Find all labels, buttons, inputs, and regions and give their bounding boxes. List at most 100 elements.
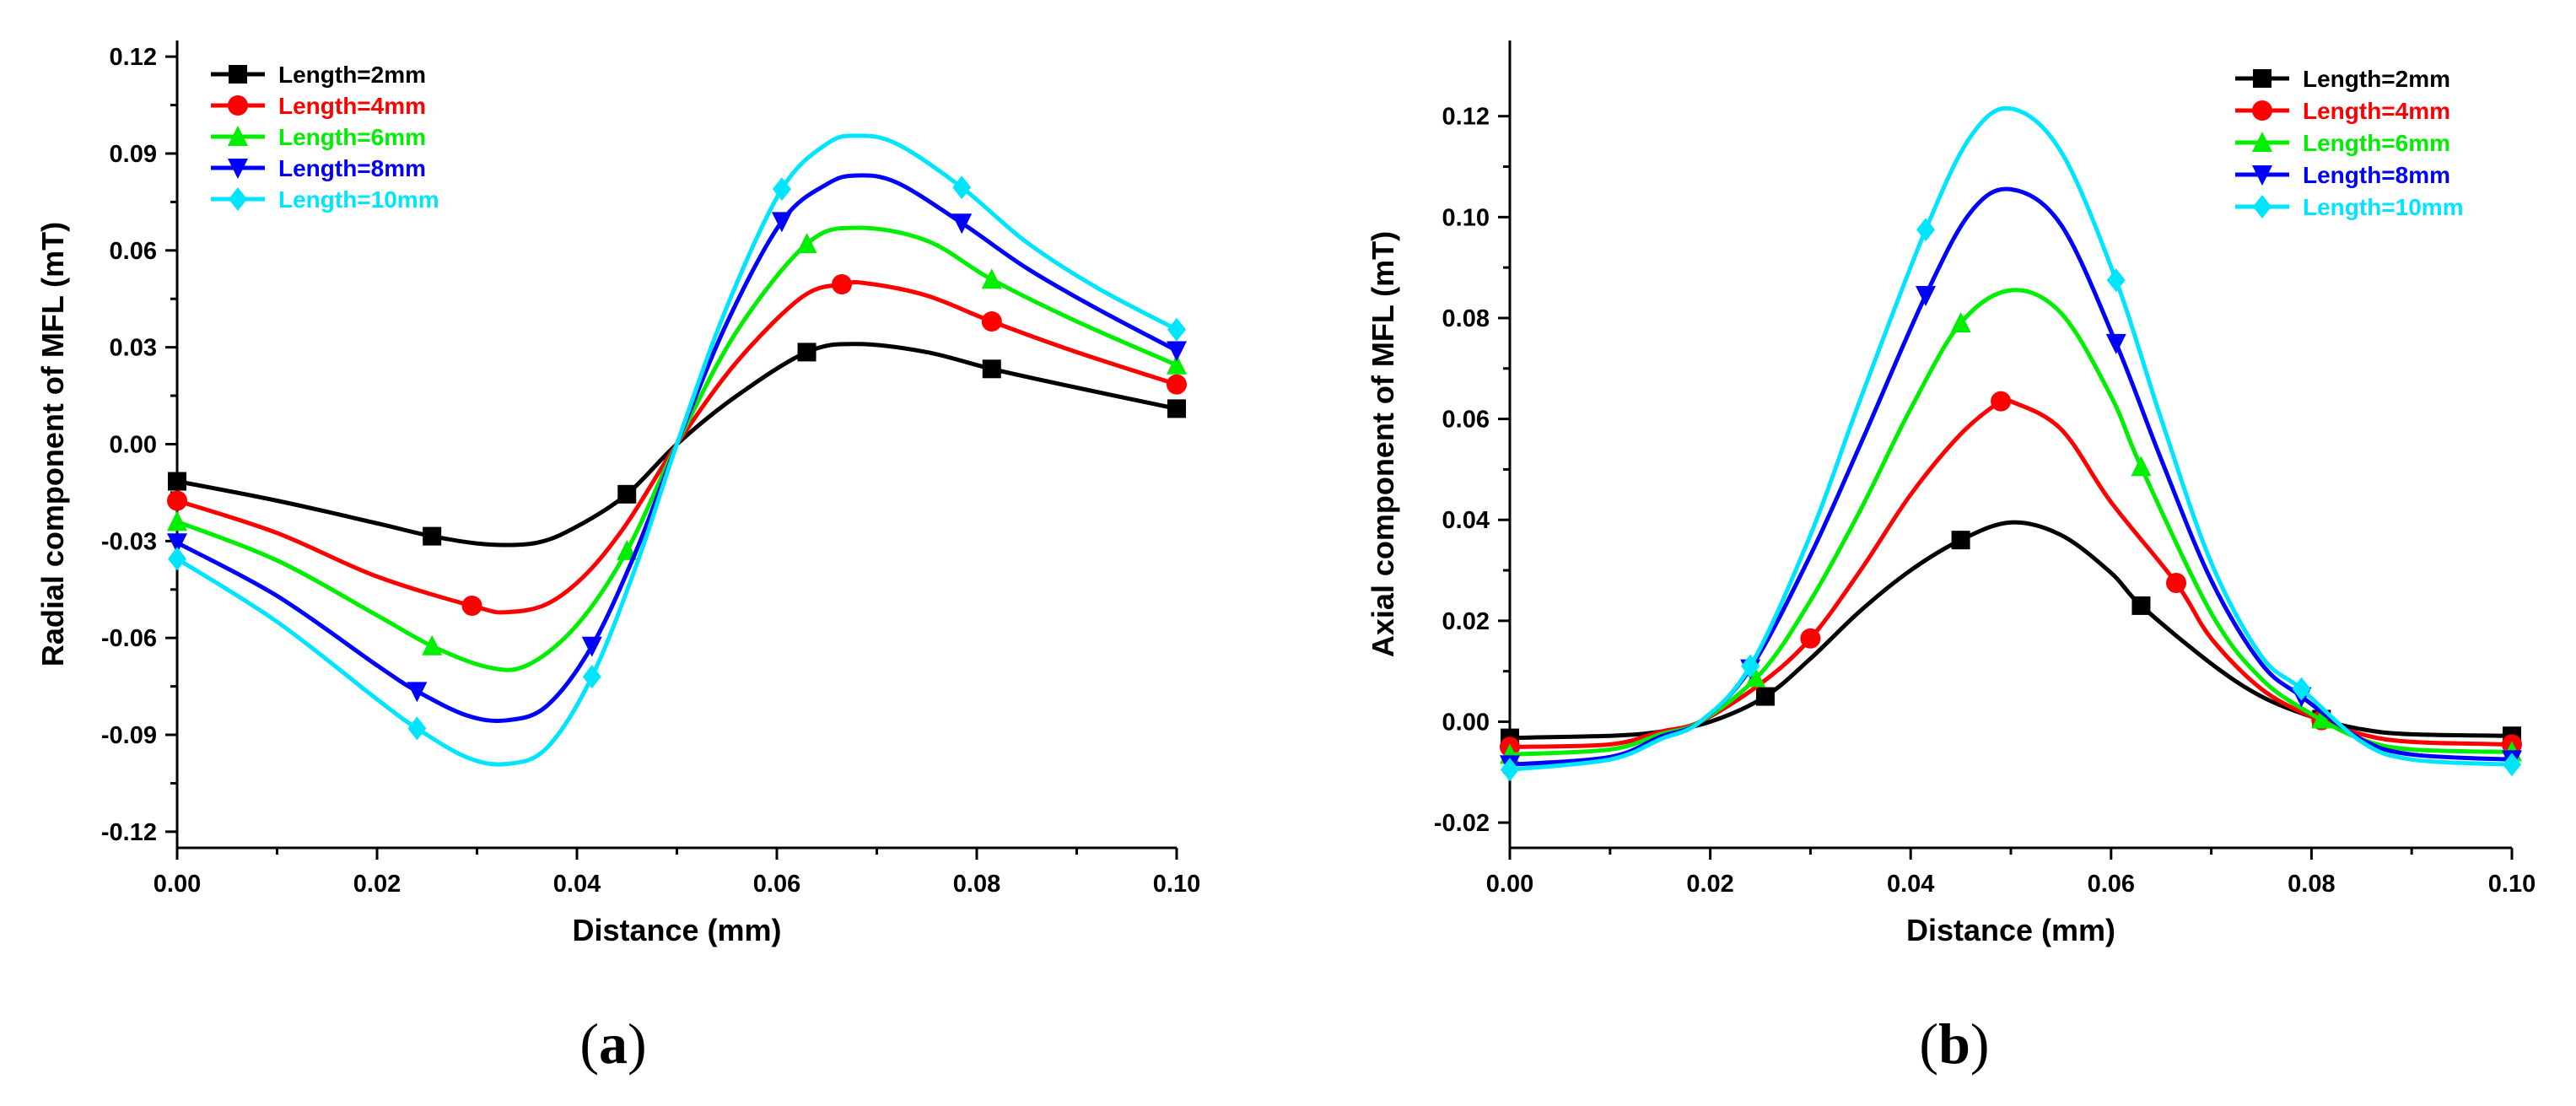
y-tick-label: 0.03 (110, 335, 157, 362)
data-point (981, 311, 1002, 332)
data-point (1951, 531, 1970, 550)
x-tick-label: 0.06 (2088, 871, 2135, 898)
legend-label: Length=10mm (278, 186, 439, 213)
data-point (797, 343, 816, 362)
x-tick-label: 0.02 (1686, 871, 1733, 898)
legend-marker (2252, 132, 2272, 152)
data-point (2292, 677, 2311, 701)
legend-marker (229, 65, 247, 84)
legend-marker (228, 159, 248, 179)
series-length-10mm (1501, 105, 2521, 782)
y-tick-label: -0.09 (101, 722, 157, 749)
data-point (2131, 456, 2152, 477)
data-point (168, 472, 186, 491)
data-point (1167, 341, 1187, 362)
data-point (772, 177, 791, 202)
x-tick-label: 0.00 (1486, 871, 1533, 898)
data-point (952, 175, 972, 200)
data-point (2311, 708, 2332, 729)
series-length-8mm (1500, 186, 2522, 776)
series-line (1507, 186, 2514, 767)
data-point (581, 636, 602, 657)
legend-label: Length=8mm (278, 155, 426, 181)
legend: Length=2mm Length=4mm Length=6mm Length=8mm… (2235, 66, 2464, 220)
data-point (1745, 666, 1766, 688)
x-tick-label: 0.10 (1153, 871, 1200, 898)
legend-marker (2253, 195, 2272, 219)
data-point (423, 526, 442, 546)
y-axis-title: Axial component of MFL (mT) (1366, 231, 1400, 657)
data-point (2106, 268, 2126, 293)
data-point (617, 539, 638, 560)
y-tick-label: 0.09 (110, 141, 157, 168)
y-tick-label: 0.00 (1442, 709, 1490, 736)
data-point (832, 274, 853, 295)
x-axis-title: Distance (mm) (1906, 913, 2115, 947)
x-tick-label: 0.00 (154, 871, 201, 898)
legend-marker (2252, 165, 2272, 186)
y-tick-label: 0.06 (1442, 407, 1490, 434)
data-point (617, 484, 637, 504)
series-line (1507, 395, 2514, 749)
data-point (1167, 353, 1187, 375)
series-length-2mm (1501, 520, 2521, 747)
x-tick-label: 0.06 (753, 871, 800, 898)
legend-marker (229, 187, 247, 211)
data-point (1741, 654, 1760, 678)
legend-marker (228, 126, 248, 146)
legend-label: Length=4mm (278, 93, 426, 119)
y-tick-label: 0.12 (110, 44, 157, 71)
series-line (1507, 105, 2514, 772)
data-point (796, 233, 817, 254)
panel-label-a: (a) (579, 1012, 646, 1076)
data-point (1501, 758, 1519, 782)
legend-label: Length=2mm (2303, 66, 2450, 92)
y-tick-label: -0.06 (101, 625, 157, 652)
data-point (422, 634, 443, 656)
series-length-10mm (168, 133, 1186, 767)
data-point (981, 268, 1002, 289)
y-tick-label: 0.08 (1442, 305, 1490, 332)
data-point (582, 665, 601, 689)
data-point (2503, 753, 2521, 777)
data-point (168, 547, 186, 571)
data-point (167, 533, 187, 554)
chart-radial-component: 0.00 0.02 0.04 0.06 0.08 0.10 0.12 0.09 0.06 0.03… (35, 40, 1200, 947)
legend: Length=2mm Length=4mm Length=6mm Length=8mm… (211, 62, 439, 213)
x-tick-label: 0.04 (553, 871, 601, 898)
data-point (2166, 572, 2187, 593)
data-point (1916, 218, 1936, 242)
y-tick-label: 0.06 (110, 238, 157, 265)
y-tick-label: -0.12 (101, 819, 157, 846)
data-point (167, 510, 187, 531)
x-tick-label: 0.10 (2488, 871, 2536, 898)
y-tick-label: 0.12 (1442, 104, 1490, 131)
series-line (1507, 520, 2514, 741)
legend-label: Length=8mm (2303, 162, 2450, 188)
chart-axial-component: 0.00 0.02 0.04 0.06 0.08 0.10 0.12 0.10 0.08 0.06… (1366, 40, 2536, 947)
legend-label: Length=6mm (2303, 130, 2450, 156)
series-line (175, 342, 1179, 548)
data-point (461, 595, 482, 616)
y-tick-label: -0.03 (101, 528, 157, 555)
data-point (2131, 596, 2151, 615)
x-tick-label: 0.02 (353, 871, 401, 898)
legend-marker (228, 95, 248, 116)
data-point (1950, 311, 1971, 332)
legend-label: Length=6mm (278, 124, 426, 150)
legend-marker (2252, 100, 2272, 121)
x-tick-label: 0.04 (1887, 871, 1934, 898)
data-point (1991, 391, 2012, 412)
y-axis-title: Radial component of MFL (mT) (35, 222, 70, 666)
data-point (1916, 286, 1937, 307)
data-point (771, 212, 792, 233)
legend-label: Length=4mm (2303, 98, 2450, 124)
series-line (175, 133, 1179, 767)
data-point (1167, 399, 1186, 418)
y-tick-label: -0.02 (1434, 810, 1490, 837)
x-tick-label: 0.08 (953, 871, 1000, 898)
y-tick-label: 0.02 (1442, 608, 1490, 635)
data-point (167, 490, 187, 511)
y-tick-label: 0.04 (1442, 507, 1490, 534)
